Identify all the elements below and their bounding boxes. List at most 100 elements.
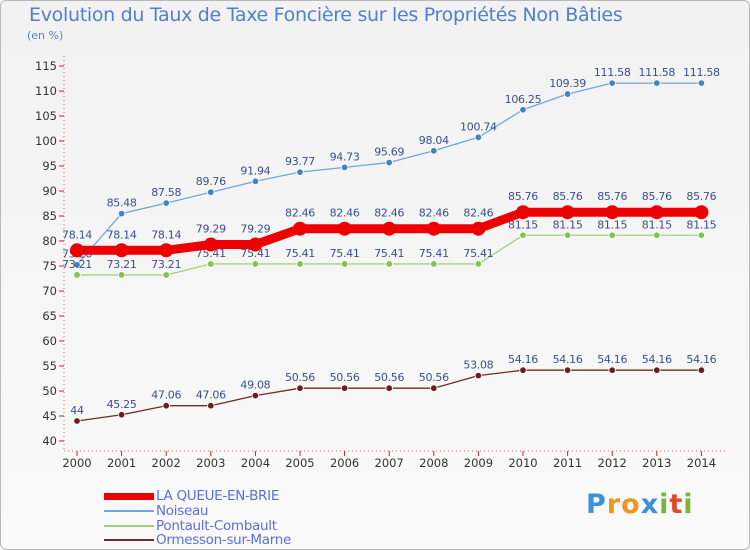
data-label: 106.25: [505, 93, 542, 106]
data-label: 79.29: [240, 223, 270, 236]
data-point: [340, 260, 349, 268]
x-tick-label: 2009: [464, 456, 493, 470]
data-point: [608, 79, 616, 87]
data-label: 100.74: [460, 120, 497, 133]
legend-swatch: [104, 492, 154, 500]
data-label: 75.41: [463, 247, 493, 260]
data-label: 81.15: [642, 218, 672, 231]
data-point: [519, 106, 527, 114]
data-point: [697, 231, 706, 239]
data-point: [694, 205, 709, 220]
y-tick-label: 50: [42, 384, 57, 398]
data-point: [207, 188, 215, 196]
data-point: [426, 221, 441, 236]
data-label: 44: [70, 404, 84, 417]
data-label: 75.41: [419, 247, 449, 260]
legend-swatch: [104, 539, 154, 541]
data-point: [296, 384, 304, 392]
data-point: [293, 221, 307, 236]
data-label: 73.21: [107, 258, 137, 271]
y-tick-label: 65: [42, 309, 57, 323]
data-point: [519, 231, 527, 239]
y-tick-label: 75: [42, 259, 57, 273]
data-label: 50.56: [419, 371, 449, 384]
data-point: [430, 260, 438, 268]
data-point: [697, 79, 706, 87]
data-point: [114, 243, 129, 258]
data-label: 98.04: [419, 134, 449, 147]
data-label: 111.58: [683, 66, 720, 79]
y-tick-label: 100: [35, 134, 57, 148]
legend-label: Ormesson-sur-Marne: [156, 532, 291, 548]
data-label: 78.14: [107, 228, 137, 241]
data-label: 82.46: [463, 207, 493, 220]
y-tick-label: 105: [35, 109, 57, 123]
data-label: 50.56: [374, 371, 404, 384]
data-point: [207, 260, 215, 268]
data-label: 49.08: [240, 379, 270, 392]
legend-swatch: [104, 525, 154, 527]
y-tick-label: 40: [42, 434, 57, 448]
data-point: [474, 133, 483, 141]
data-label: 94.73: [330, 150, 360, 163]
data-point: [519, 366, 527, 374]
data-point: [430, 147, 438, 155]
data-label: 79.29: [196, 223, 226, 236]
data-label: 111.58: [638, 66, 675, 79]
data-label: 81.15: [508, 218, 538, 231]
data-point: [653, 79, 661, 87]
x-tick-label: 2013: [642, 456, 671, 470]
data-point: [385, 158, 393, 167]
legend-item-la-queue-en-brie[interactable]: LA QUEUE-EN-BRIE: [104, 488, 279, 504]
logo-letter: P: [586, 489, 607, 520]
data-label: 54.16: [642, 353, 672, 366]
data-label: 82.46: [374, 207, 404, 220]
data-point: [117, 209, 126, 218]
y-tick-label: 115: [35, 59, 57, 73]
data-label: 82.46: [419, 207, 449, 220]
data-label: 82.46: [285, 207, 315, 220]
legend-item-noiseau[interactable]: Noiseau: [104, 503, 208, 519]
data-point: [251, 260, 260, 268]
data-label: 85.48: [107, 197, 137, 210]
data-label: 85.76: [597, 190, 627, 203]
data-label: 85.76: [553, 190, 583, 203]
x-tick-label: 2007: [375, 456, 404, 470]
data-point: [430, 384, 438, 392]
data-label: 50.56: [285, 371, 315, 384]
data-label: 73.21: [151, 258, 181, 271]
data-point: [70, 243, 84, 258]
data-label: 109.39: [549, 77, 586, 90]
data-label: 111.58: [594, 66, 631, 79]
data-label: 85.76: [686, 190, 716, 203]
y-tick-label: 70: [42, 284, 57, 298]
data-label: 82.46: [330, 207, 360, 220]
data-point: [296, 168, 304, 176]
legend-item-ormesson-sur-marne[interactable]: Ormesson-sur-Marne: [104, 532, 291, 548]
data-point: [248, 237, 263, 252]
data-point: [159, 243, 174, 258]
data-label: 53.08: [463, 359, 493, 372]
y-tick-label: 45: [42, 409, 57, 423]
data-label: 47.06: [151, 389, 181, 402]
data-point: [563, 366, 572, 374]
logo-letter: x: [640, 489, 660, 520]
logo-letter: t: [669, 489, 684, 520]
legend-item-pontault-combault[interactable]: Pontault-Combault: [104, 518, 277, 534]
data-label: 54.16: [553, 353, 583, 366]
data-point: [605, 205, 620, 220]
chart-title: Evolution du Taux de Taxe Foncière sur l…: [29, 4, 623, 26]
x-tick-label: 2012: [598, 456, 627, 470]
x-tick-label: 2004: [241, 456, 270, 470]
data-label: 54.16: [508, 353, 538, 366]
data-point: [207, 402, 215, 410]
proxiti-logo: Proxiti: [586, 489, 694, 520]
x-tick-label: 2011: [553, 456, 582, 470]
data-point: [563, 231, 572, 239]
data-label: 81.15: [686, 218, 716, 231]
data-label: 54.16: [686, 353, 716, 366]
data-point: [117, 411, 126, 419]
logo-letter: i: [683, 489, 694, 520]
y-tick-label: 110: [35, 84, 57, 98]
